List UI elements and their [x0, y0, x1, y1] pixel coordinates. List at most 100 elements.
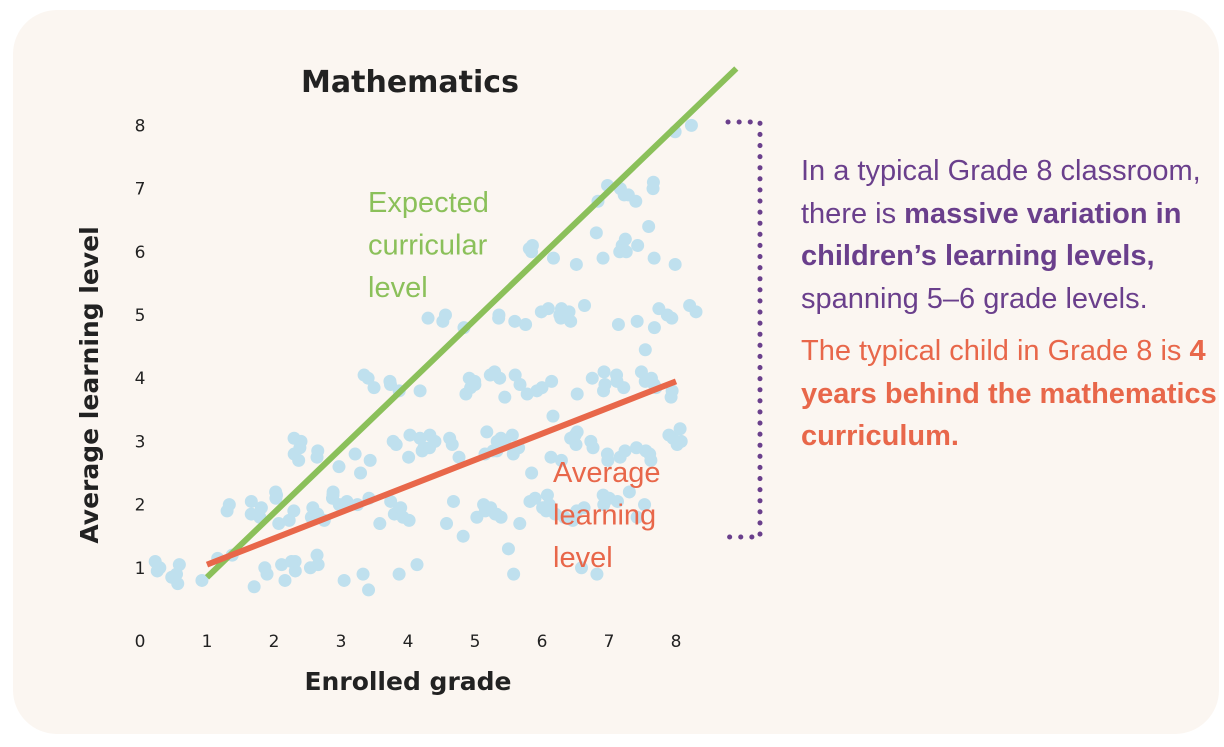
data-point — [244, 494, 258, 508]
data-point — [285, 554, 299, 568]
x-axis-title: Enrolled grade — [304, 667, 511, 696]
expected-level-label-line: Expected — [368, 187, 489, 219]
data-point — [275, 558, 289, 572]
average-level-label: Average learning level — [553, 457, 661, 574]
y-tick-label: 5 — [135, 306, 146, 326]
gap-note-emphasis: 4 years behind the mathematics curriculu… — [801, 335, 1217, 452]
data-point — [597, 365, 611, 379]
data-point — [642, 220, 656, 234]
data-point — [644, 371, 658, 385]
average-level-line — [205, 378, 678, 568]
average-level-label-line: learning — [553, 500, 656, 532]
data-point — [494, 431, 508, 445]
data-point — [440, 517, 454, 531]
data-point — [618, 444, 632, 458]
data-point — [492, 308, 506, 322]
data-point — [535, 381, 549, 395]
data-point — [278, 573, 292, 587]
data-point — [508, 368, 522, 382]
data-point — [578, 299, 592, 313]
data-point — [570, 425, 584, 439]
x-tick-label: 0 — [135, 632, 146, 652]
variation-bracket — [725, 119, 763, 540]
y-tick-label: 7 — [135, 180, 146, 200]
data-point — [596, 488, 610, 502]
data-point — [621, 188, 635, 202]
data-point — [287, 431, 301, 445]
y-axis-title: Average learning level — [75, 226, 104, 543]
data-point — [544, 450, 558, 464]
data-point — [171, 577, 185, 591]
data-point — [373, 517, 387, 531]
data-point — [332, 460, 346, 474]
data-point — [340, 494, 354, 508]
data-point — [354, 466, 368, 480]
annotation-text: In a typical Grade 8 classroom, there is… — [801, 150, 1221, 458]
expected-level-label-line: curricular — [368, 230, 488, 262]
data-point — [525, 466, 539, 480]
data-point — [402, 450, 416, 464]
gap-note-lead: The typical child in Grade 8 is — [801, 335, 1190, 367]
data-point — [513, 517, 527, 531]
data-point — [590, 567, 604, 581]
data-point — [367, 381, 381, 395]
data-point — [489, 507, 503, 521]
data-point — [548, 507, 562, 521]
data-point — [684, 118, 698, 132]
data-point — [488, 365, 502, 379]
data-point — [498, 390, 512, 404]
data-point — [647, 321, 661, 335]
data-point — [630, 314, 644, 328]
data-point — [383, 374, 397, 388]
x-tick-label: 3 — [336, 632, 347, 652]
data-point — [443, 431, 457, 445]
data-point — [362, 583, 376, 597]
data-point — [244, 507, 258, 521]
data-point — [456, 529, 470, 543]
data-point — [363, 453, 377, 467]
data-point — [501, 542, 515, 556]
data-point — [357, 368, 371, 382]
data-point — [589, 226, 603, 240]
data-point — [311, 444, 325, 458]
data-point — [394, 501, 408, 515]
data-point — [634, 365, 648, 379]
data-point — [610, 368, 624, 382]
data-point — [600, 447, 614, 461]
y-tick-label: 8 — [135, 116, 146, 136]
data-point — [505, 428, 519, 442]
data-point — [554, 302, 568, 316]
data-point — [520, 387, 534, 401]
data-point — [269, 485, 283, 499]
data-point — [638, 498, 652, 512]
data-point — [630, 510, 644, 524]
data-point — [585, 371, 599, 385]
data-point — [421, 311, 435, 325]
data-point — [507, 567, 521, 581]
y-tick-label: 4 — [135, 369, 146, 389]
data-point — [446, 494, 460, 508]
x-tick-label: 8 — [671, 632, 682, 652]
data-point — [222, 498, 236, 512]
data-point — [546, 251, 560, 265]
series-labels: Expected curricular level Average learning le… — [368, 187, 661, 574]
average-level-label-line: level — [553, 542, 613, 574]
data-point — [622, 485, 636, 499]
data-point — [519, 317, 533, 331]
data-point — [287, 504, 301, 518]
data-point — [575, 561, 589, 575]
x-tick-label: 4 — [403, 632, 414, 652]
data-point — [384, 494, 398, 508]
chart-card: 0 1 2 3 4 5 6 7 8 1 2 3 4 5 6 7 8 Expected curricular leve… — [13, 10, 1219, 734]
data-point — [611, 317, 625, 331]
data-point — [646, 175, 660, 189]
series-lines — [204, 66, 739, 580]
data-point — [172, 558, 186, 572]
data-point — [631, 238, 645, 252]
data-point — [673, 422, 687, 436]
axis-ticks: 0 1 2 3 4 5 6 7 8 1 2 3 4 5 6 7 8 — [135, 116, 682, 652]
y-tick-label: 6 — [135, 243, 146, 263]
data-point — [258, 561, 272, 575]
data-point — [528, 491, 542, 505]
data-point — [596, 251, 610, 265]
